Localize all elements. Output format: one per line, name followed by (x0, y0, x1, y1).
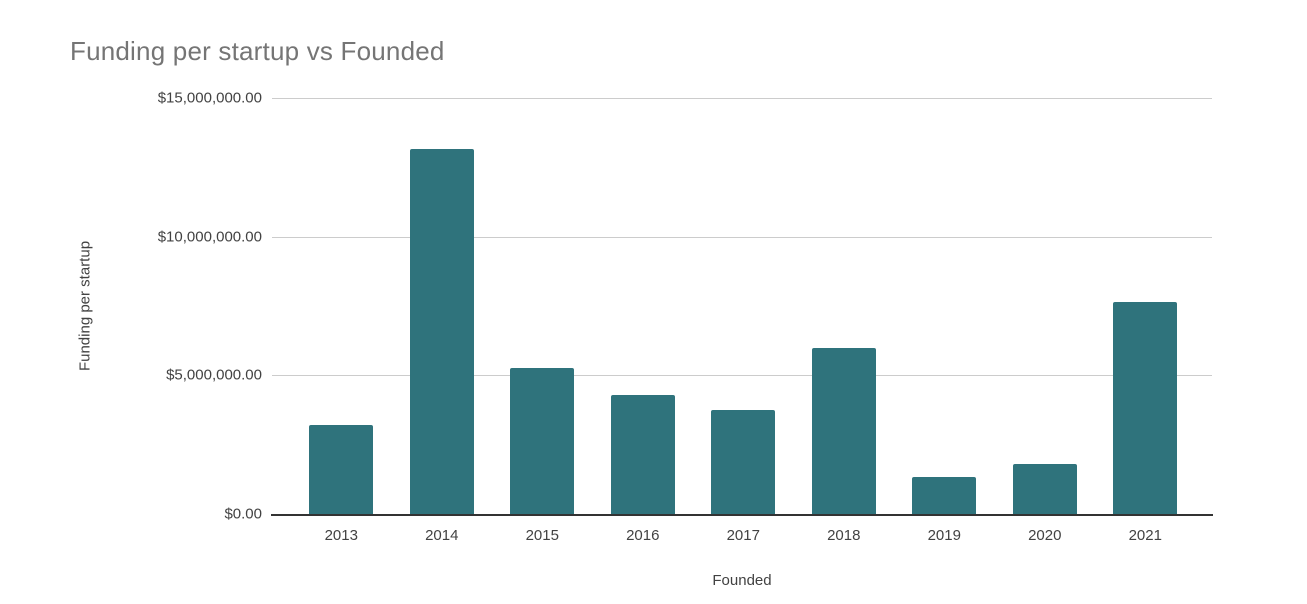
x-tick-label: 2016 (626, 527, 660, 544)
x-tick-label: 2021 (1128, 527, 1162, 544)
y-tick-label: $10,000,000.00 (157, 228, 262, 246)
x-tick-label: 2015 (525, 527, 559, 544)
x-tick-label: 2013 (324, 527, 358, 544)
y-tick-label: $5,000,000.00 (166, 366, 262, 384)
bar-2016 (610, 394, 675, 514)
bar-2019 (912, 476, 977, 514)
gridline (272, 375, 1212, 377)
y-axis-title: Funding per startup (76, 240, 94, 372)
bar-2020 (1012, 464, 1077, 514)
x-tick-label: 2018 (827, 527, 861, 544)
x-tick-label: 2017 (726, 527, 760, 544)
bar-2017 (711, 410, 776, 514)
x-tick-label: 2020 (1028, 527, 1062, 544)
bar-2013 (309, 425, 374, 514)
x-axis-line (271, 514, 1213, 516)
y-tick-label: $0.00 (224, 505, 262, 523)
bar-2018 (811, 347, 876, 514)
bar-2021 (1113, 301, 1178, 514)
y-tick-label: $15,000,000.00 (157, 89, 262, 107)
chart-title: Funding per startup vs Founded (70, 36, 445, 66)
gridline (272, 236, 1212, 238)
bar-2014 (409, 149, 474, 514)
gridline (272, 98, 1212, 99)
x-tick-label: 2014 (425, 527, 459, 544)
x-tick-label: 2019 (927, 527, 961, 544)
x-axis-title: Founded (712, 572, 772, 589)
bar-2015 (510, 368, 575, 514)
